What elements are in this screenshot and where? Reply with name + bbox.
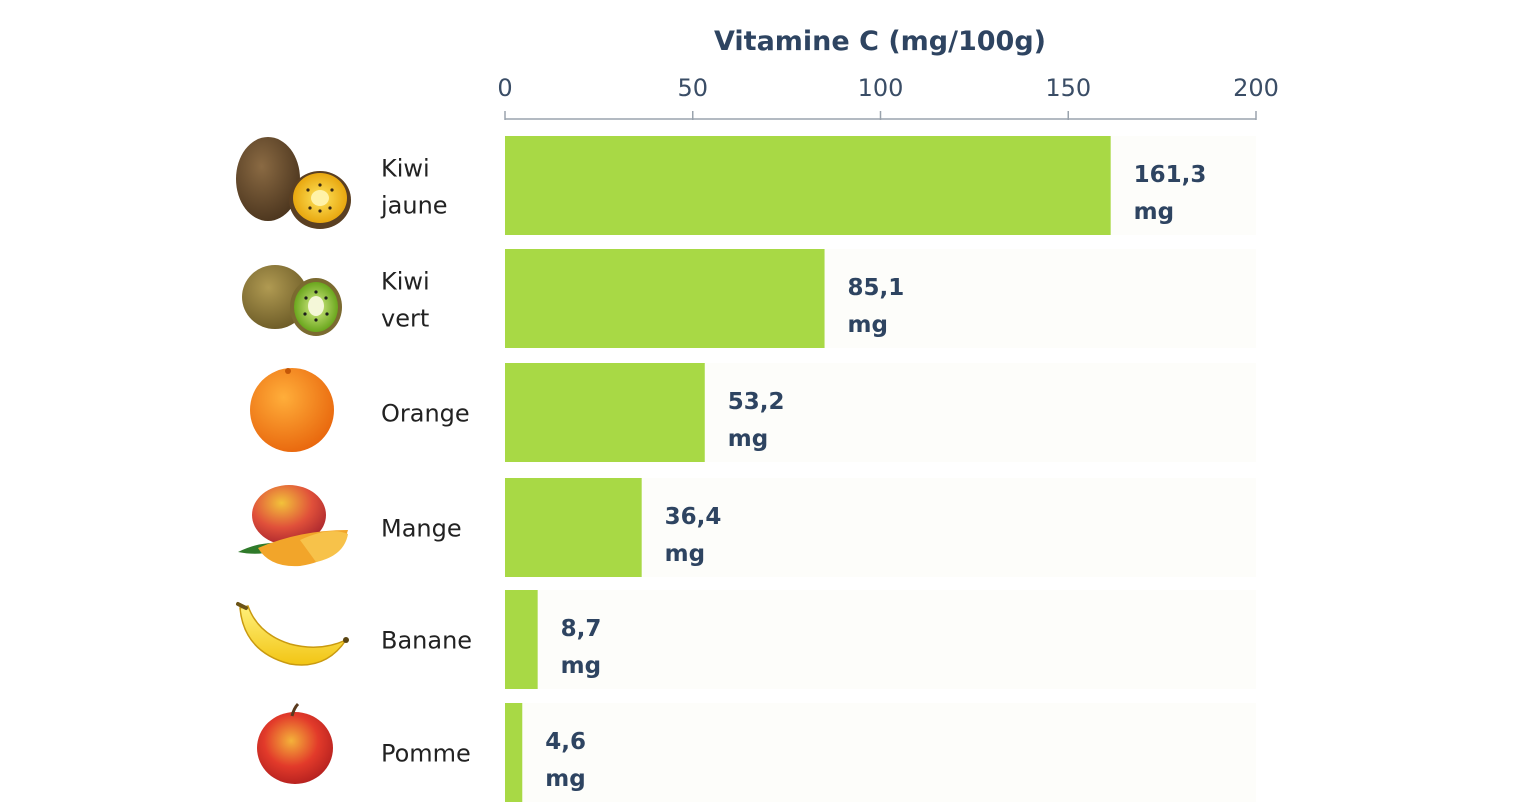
banana-icon [236,602,349,666]
x-tick-label: 200 [1233,74,1279,102]
bar [505,249,825,348]
bar-track [505,703,1256,802]
data-label: 8,7 mg [561,616,602,679]
bar-track [505,590,1256,689]
x-axis: 0 50 100 150 200 [497,74,1279,120]
mango-icon [238,485,348,567]
x-tick-label: 150 [1045,74,1091,102]
bar-tracks [505,136,1256,802]
category-label: Orange [381,400,470,428]
category-label: Mange [381,515,462,543]
bar [505,136,1111,235]
green-kiwi-icon [242,265,342,336]
bar [505,703,523,802]
apple-icon [257,702,333,784]
category-label: Kiwi jaune [380,155,448,220]
x-tick-label: 100 [858,74,904,102]
chart-title: Vitamine C (mg/100g) [714,26,1046,57]
category-label: Pomme [381,740,471,768]
data-label: 4,6 mg [545,729,586,792]
bars [505,136,1111,802]
data-label: 36,4 mg [665,504,722,567]
data-label: 161,3 mg [1134,162,1207,225]
category-label: Banane [381,627,472,655]
bar [505,478,642,577]
x-tick-label: 0 [497,74,512,102]
category-labels: Kiwi jaune Kiwi vert Orange Mange Banane Pomme [380,155,472,768]
bar [505,363,705,462]
data-label: 53,2 mg [728,389,785,452]
orange-icon [250,368,334,452]
yellow-kiwi-icon [236,137,351,229]
category-label: Kiwi vert [381,268,430,333]
bar [505,590,538,689]
x-tick-label: 50 [677,74,708,102]
data-label: 85,1 mg [848,275,905,338]
